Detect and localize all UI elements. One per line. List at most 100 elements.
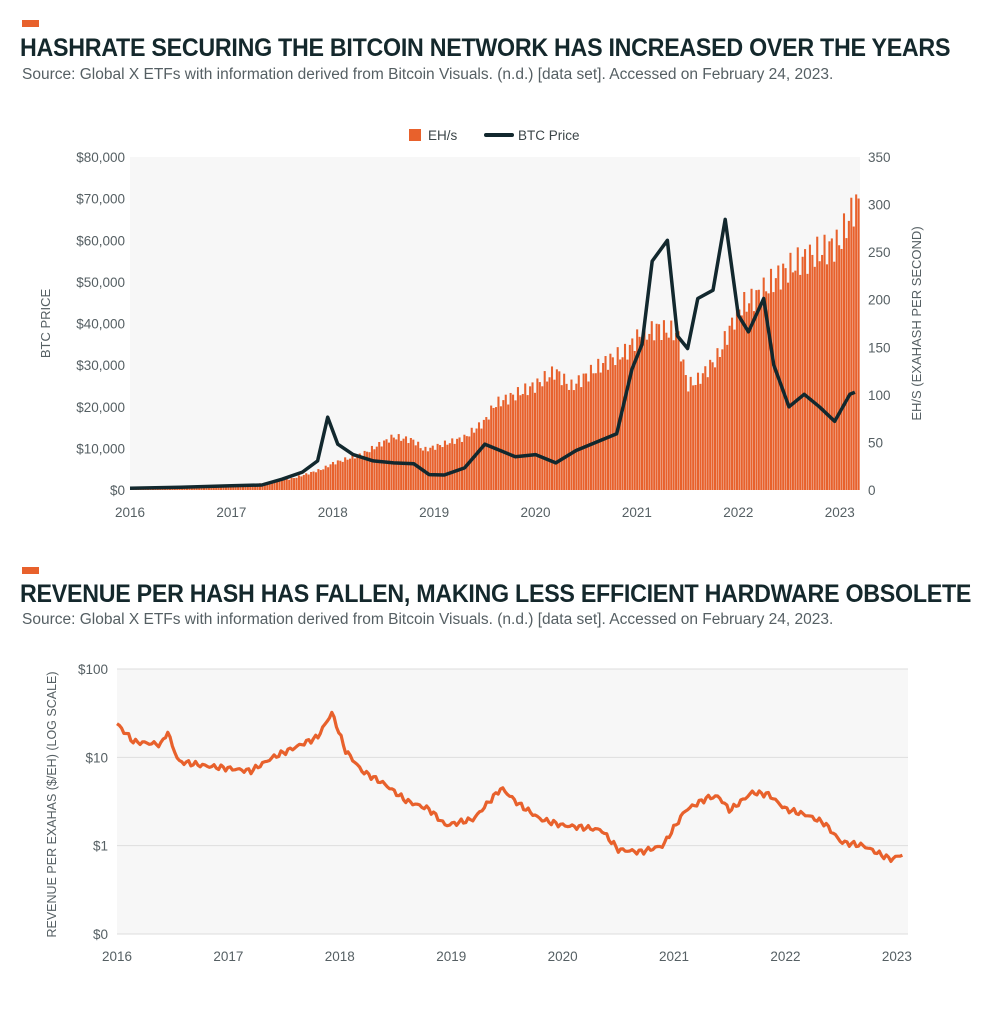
eh-bar xyxy=(375,446,378,490)
eh-bar xyxy=(650,321,653,490)
eh-bar xyxy=(329,464,332,490)
eh-bar xyxy=(738,309,741,490)
section2-accent-bar xyxy=(22,567,39,574)
eh-bar xyxy=(808,244,811,490)
eh-bar xyxy=(200,487,203,490)
eh-bar xyxy=(609,353,612,490)
eh-bar xyxy=(748,303,751,490)
eh-bar xyxy=(548,377,551,490)
y2-tick-label: 100 xyxy=(868,388,891,403)
eh-bar xyxy=(504,394,507,490)
y-tick-label: $40,000 xyxy=(76,317,125,332)
eh-bar xyxy=(533,392,536,490)
eh-bar xyxy=(314,472,317,490)
eh-bar xyxy=(611,357,614,490)
eh-bar xyxy=(271,481,274,490)
eh-bar xyxy=(711,362,714,490)
eh-bar xyxy=(599,372,602,490)
eh-bar xyxy=(830,238,833,490)
eh-bar xyxy=(767,293,770,490)
eh-bar xyxy=(672,340,675,490)
eh-bar xyxy=(718,356,721,490)
eh-bar xyxy=(319,470,322,490)
x-tick-label: 2018 xyxy=(318,505,348,520)
eh-bar xyxy=(816,236,819,490)
eh-bar xyxy=(473,432,476,490)
eh-bar xyxy=(592,373,595,490)
y-tick-label: $60,000 xyxy=(76,233,125,248)
revenue-per-hash-line xyxy=(116,710,903,864)
eh-bar xyxy=(653,340,656,490)
eh-bar xyxy=(475,428,478,490)
eh-bar xyxy=(351,455,354,490)
eh-bar xyxy=(358,453,361,490)
eh-bar xyxy=(317,469,320,490)
eh-bar xyxy=(487,419,490,490)
eh-bar xyxy=(341,461,344,490)
eh-bar xyxy=(582,373,585,490)
eh-bar xyxy=(302,474,305,490)
eh-bar xyxy=(791,272,794,490)
eh-bar xyxy=(203,486,206,490)
eh-bar xyxy=(752,311,755,490)
eh-bar xyxy=(762,277,765,490)
eh-bar xyxy=(687,391,690,490)
eh-bar xyxy=(604,356,607,490)
eh-bar xyxy=(512,394,515,490)
eh-bar xyxy=(589,364,592,490)
eh-bar xyxy=(857,198,860,490)
eh-bar xyxy=(220,486,223,490)
eh-bar xyxy=(229,486,232,490)
x-tick-label: 2021 xyxy=(659,949,689,964)
eh-bar xyxy=(227,486,230,490)
eh-bar xyxy=(451,438,454,490)
y-tick-label: $0 xyxy=(93,927,108,942)
eh-bar xyxy=(677,331,680,490)
eh-bar xyxy=(755,290,758,490)
eh-bar xyxy=(446,444,449,490)
eh-bar xyxy=(331,461,335,490)
eh-bar xyxy=(538,382,541,490)
eh-bar xyxy=(733,329,736,490)
eh-bar xyxy=(575,383,578,490)
eh-bar xyxy=(385,439,388,490)
eh-bar xyxy=(246,484,249,490)
eh-bar xyxy=(448,443,451,490)
eh-bar xyxy=(234,486,237,490)
y2-tick-label: 150 xyxy=(868,340,891,355)
eh-bar xyxy=(460,441,463,490)
eh-bar xyxy=(521,393,524,490)
eh-bar xyxy=(799,274,802,490)
eh-bar xyxy=(502,400,505,490)
y-axis-label: BTC PRICE xyxy=(38,289,53,359)
eh-bar xyxy=(300,476,303,490)
legend-label-eh: EH/s xyxy=(428,128,458,143)
eh-bar xyxy=(787,282,790,490)
x-tick-label: 2023 xyxy=(825,505,855,520)
eh-bar xyxy=(480,428,483,490)
eh-bar xyxy=(370,445,373,490)
eh-bar xyxy=(278,479,281,490)
eh-bar xyxy=(594,373,597,490)
eh-bar xyxy=(261,483,264,490)
x-tick-label: 2019 xyxy=(436,949,466,964)
eh-bar xyxy=(307,474,310,490)
eh-bar xyxy=(439,445,442,490)
eh-bar xyxy=(222,486,225,490)
x-tick-label: 2020 xyxy=(521,505,551,520)
section1-accent-bar xyxy=(22,20,39,27)
eh-bar xyxy=(709,359,712,490)
eh-bar xyxy=(310,471,313,490)
x-tick-label: 2018 xyxy=(325,949,355,964)
eh-bar xyxy=(558,371,561,490)
eh-bar xyxy=(838,245,841,490)
eh-bar xyxy=(499,406,502,490)
eh-bar xyxy=(645,339,648,490)
eh-bar xyxy=(312,471,315,490)
eh-bar xyxy=(217,486,220,490)
eh-bar xyxy=(825,264,828,490)
eh-bar xyxy=(387,442,390,490)
eh-bar xyxy=(684,375,687,490)
x-tick-label: 2017 xyxy=(216,505,246,520)
eh-bar xyxy=(560,385,563,490)
